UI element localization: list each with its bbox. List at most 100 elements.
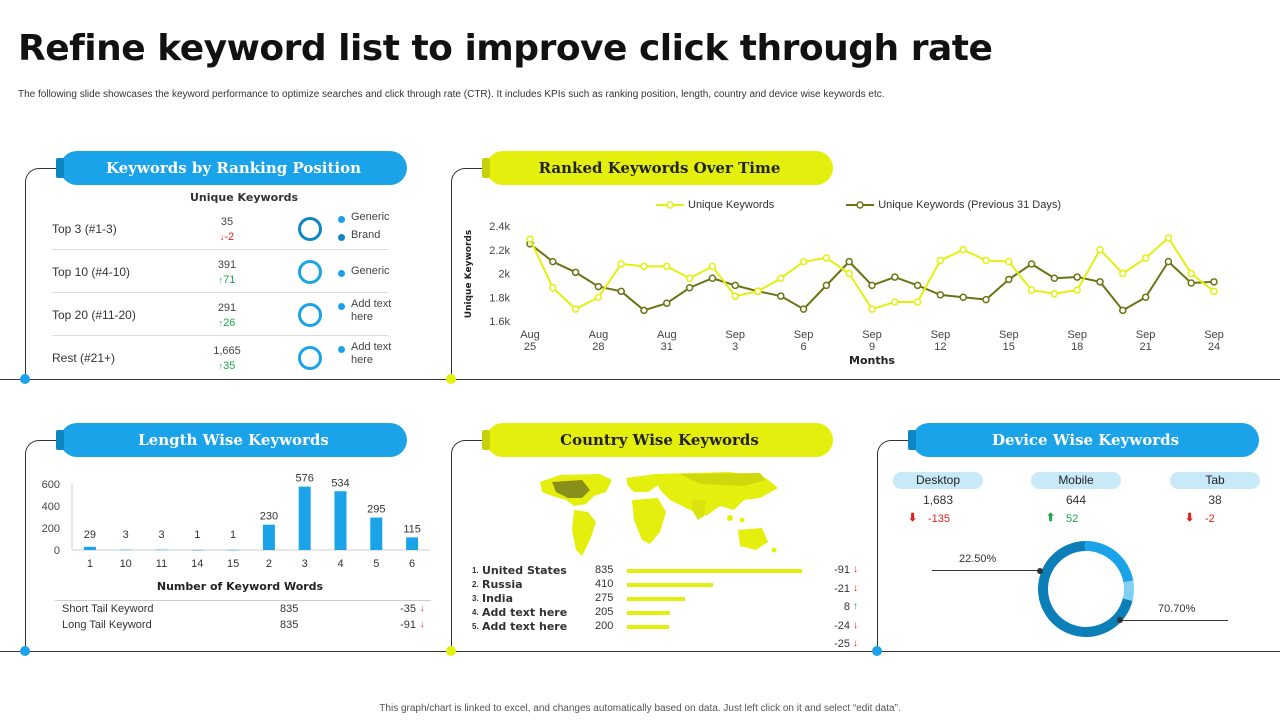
length-change: -91 xyxy=(400,619,416,631)
legend-dot-icon xyxy=(338,303,345,310)
length-bar-chart: 0200400600291310311114115230257635344295… xyxy=(42,473,430,593)
donut-slice xyxy=(1085,541,1134,583)
donut-slice xyxy=(1122,580,1134,601)
page-title: Refine keyword list to improve click thr… xyxy=(18,28,993,69)
arrow-down-icon: ↓ xyxy=(853,564,858,575)
data-point xyxy=(1096,278,1104,286)
ranking-label: Top 20 (#11-20) xyxy=(52,308,136,322)
data-point xyxy=(663,262,671,271)
ranking-label: Top 10 (#4-10) xyxy=(52,265,131,279)
data-point xyxy=(731,292,739,300)
data-point xyxy=(708,262,717,271)
arrow-down-icon: ↓ xyxy=(853,582,858,594)
data-point xyxy=(822,281,831,290)
country-bar xyxy=(627,597,685,601)
world-map-image xyxy=(540,472,778,556)
y-tick-label: 1.8k xyxy=(489,292,510,304)
country-bar xyxy=(627,569,802,573)
x-tick-label: Sep xyxy=(931,329,951,341)
data-point xyxy=(936,291,945,299)
x-tick-label: Aug xyxy=(520,329,540,341)
ranking-change-value: 71 xyxy=(223,274,236,286)
length-change: -35 xyxy=(400,603,416,615)
x-tick-label: 5 xyxy=(373,558,379,570)
leader-line xyxy=(932,570,1040,571)
connector-ranking xyxy=(25,168,61,379)
device-value: 644 xyxy=(1065,493,1087,507)
y-tick-label: 600 xyxy=(42,479,60,491)
x-tick-label: Sep xyxy=(999,329,1019,341)
data-point xyxy=(526,235,534,243)
data-point xyxy=(1050,274,1059,282)
bar-value-label: 534 xyxy=(331,477,349,489)
length-header: Length Wise Keywords xyxy=(56,423,407,457)
data-point xyxy=(936,256,945,265)
time-header: Ranked Keywords Over Time xyxy=(482,151,833,185)
data-point xyxy=(663,299,671,307)
x-tick-label: 2 xyxy=(266,558,272,570)
header-tab xyxy=(482,158,490,178)
bar xyxy=(191,549,204,551)
header-tab xyxy=(56,430,64,450)
device-pill: Tab xyxy=(1170,472,1260,489)
bar-value-label: 230 xyxy=(260,511,278,523)
country-name: United States xyxy=(482,564,567,577)
arrow-down-icon: ↓ xyxy=(420,619,425,629)
country-rank: 4. xyxy=(472,608,479,617)
ranking-row: Top 10 (#4-10) 391 ↑71 Generic xyxy=(52,250,390,293)
length-value: 835 xyxy=(280,619,299,631)
x-tick-label: 10 xyxy=(120,558,132,570)
x-tick-label: Sep xyxy=(862,329,882,341)
bar-value-label: 295 xyxy=(367,504,385,516)
x-tick-label: 11 xyxy=(156,558,167,570)
data-point xyxy=(1050,289,1059,298)
country-rank: 1. xyxy=(472,566,479,575)
x-axis-label: Number of Keyword Words xyxy=(157,580,324,593)
bar-value-label: 29 xyxy=(84,529,96,541)
ranking-change-value: 26 xyxy=(223,317,236,329)
marker-dot xyxy=(20,374,30,384)
country-bar xyxy=(627,625,669,629)
ranking-change-value: -2 xyxy=(224,231,235,243)
data-point xyxy=(594,293,603,301)
y-tick-label: 2.2k xyxy=(489,245,510,257)
data-point xyxy=(1027,260,1036,268)
ranking-header: Keywords by Ranking Position xyxy=(56,151,407,185)
y-tick-label: 200 xyxy=(42,523,60,535)
x-tick-label: 15 xyxy=(1003,341,1015,353)
country-change: 8 xyxy=(843,601,850,614)
data-point xyxy=(1119,306,1127,315)
bar xyxy=(262,524,275,550)
marker-dot xyxy=(446,646,456,656)
arrow-down-icon: ⬇ xyxy=(1185,512,1195,524)
x-tick-label: Aug xyxy=(589,329,609,341)
bar xyxy=(83,546,96,550)
data-point xyxy=(1096,246,1104,254)
data-point xyxy=(640,262,648,271)
bar-value-label: 1 xyxy=(194,529,200,541)
ranking-label: Rest (#21+) xyxy=(52,351,116,365)
length-label: Short Tail Keyword xyxy=(62,603,154,615)
bar xyxy=(406,537,419,550)
arrow-down-icon: ↓ xyxy=(219,232,225,242)
x-tick-label: 18 xyxy=(1071,341,1083,353)
country-name: Add text here xyxy=(482,606,568,619)
data-point xyxy=(617,260,625,268)
data-point xyxy=(1187,279,1195,287)
data-point xyxy=(708,274,717,282)
bar-value-label: 576 xyxy=(296,473,314,485)
arrow-up-icon: ↑ xyxy=(218,318,224,328)
bar xyxy=(155,549,168,551)
data-point xyxy=(845,257,853,266)
y-tick-label: 0 xyxy=(54,545,60,557)
data-point xyxy=(891,298,899,306)
footer-note: This graph/chart is linked to excel, and… xyxy=(379,703,901,714)
country-name: Add text here xyxy=(482,620,568,633)
data-point xyxy=(799,305,808,313)
legend-dot-icon xyxy=(338,216,345,223)
length-value: 835 xyxy=(280,603,299,615)
ranking-value: 1,665 xyxy=(213,345,241,357)
x-tick-label: 24 xyxy=(1208,341,1220,353)
legend-line-icon xyxy=(656,201,684,209)
data-point xyxy=(1119,269,1127,278)
